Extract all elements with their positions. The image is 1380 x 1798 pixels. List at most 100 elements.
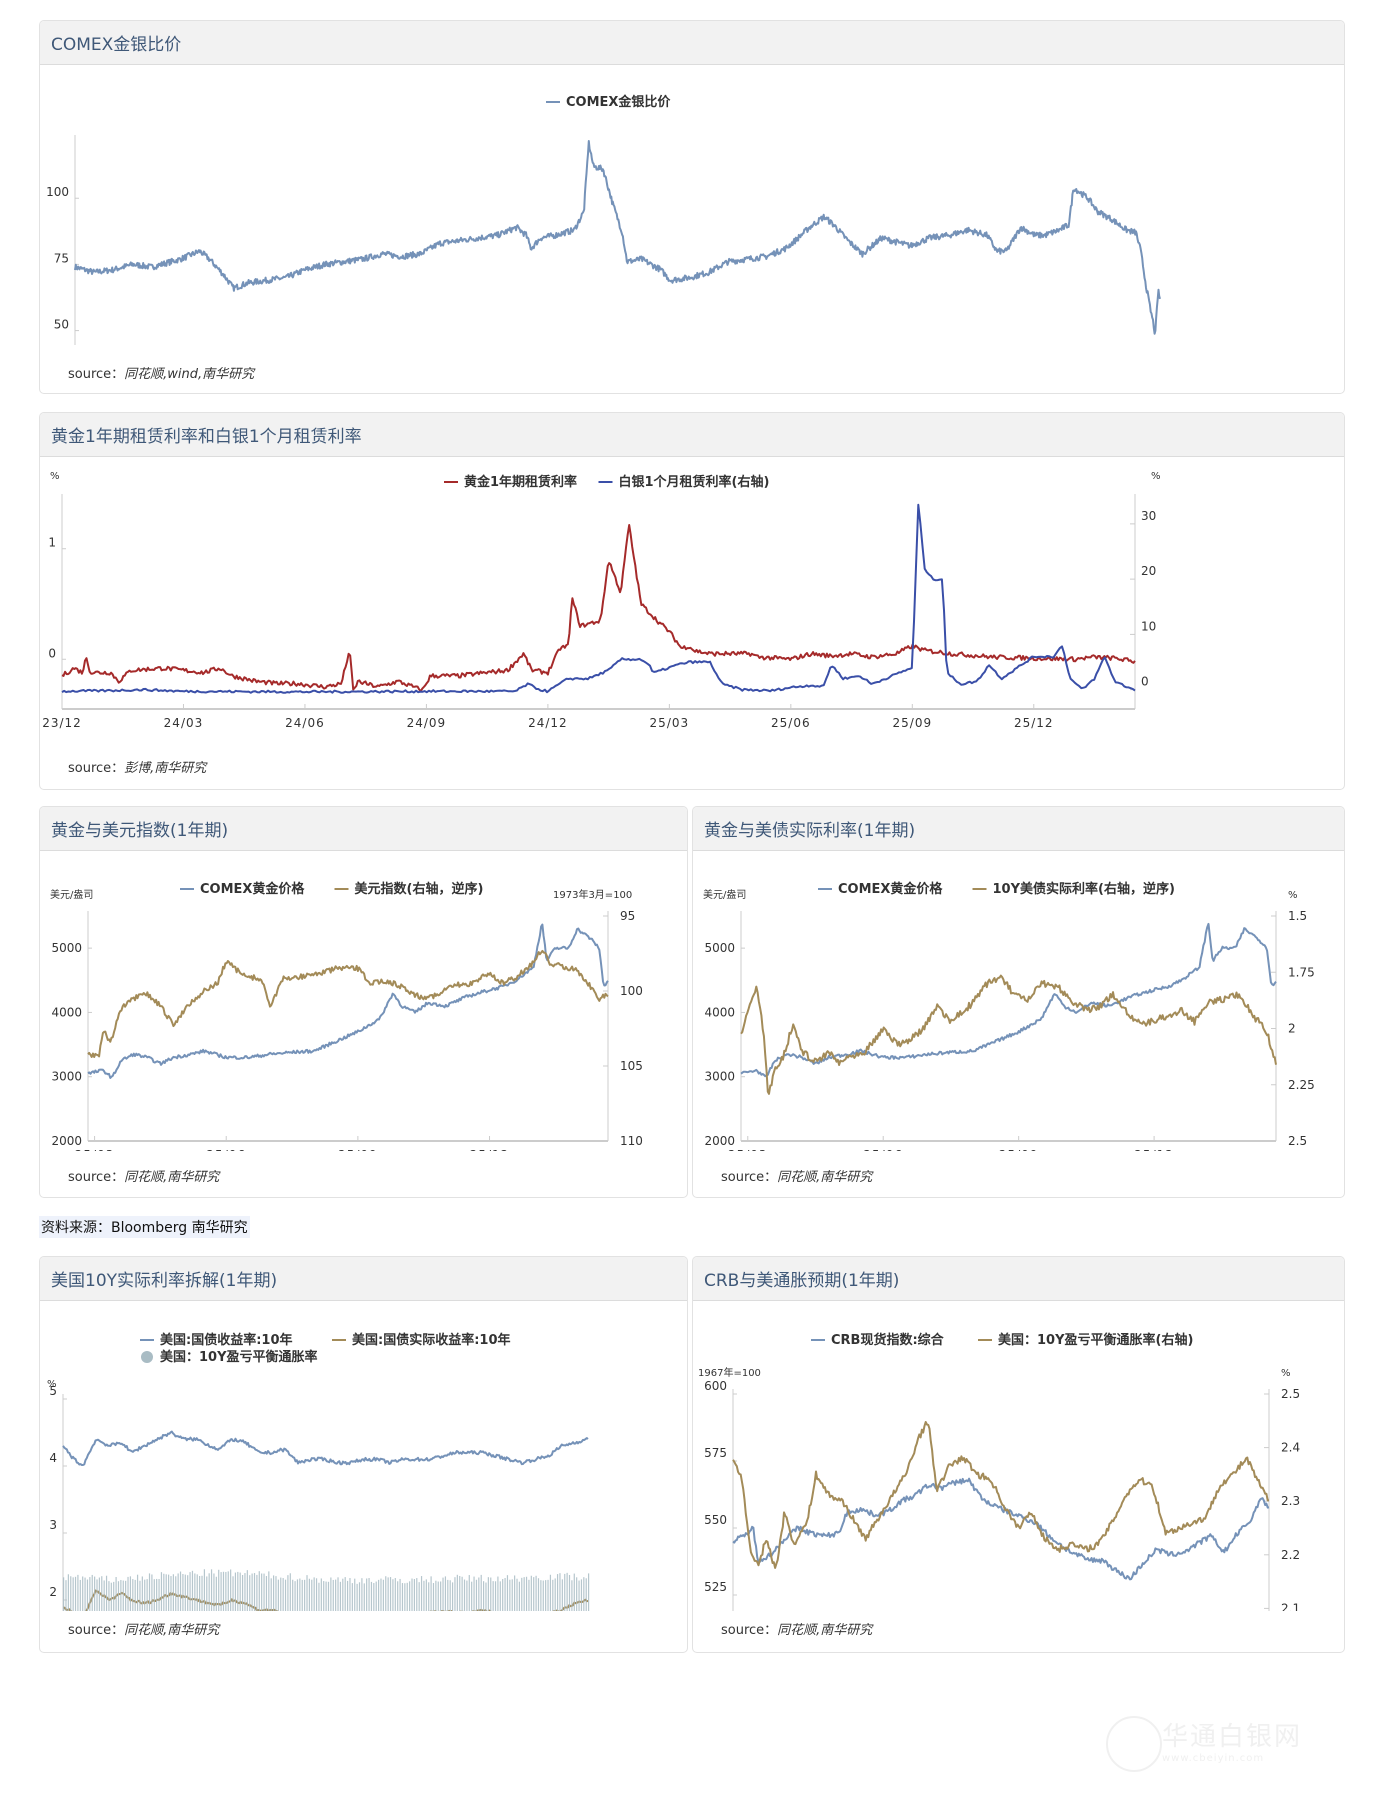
breakeven-bar (399, 1578, 401, 1611)
breakeven-bar (337, 1577, 339, 1611)
legend-label: 10Y美债实际利率(右轴，逆序) (993, 881, 1175, 897)
breakeven-bar (301, 1579, 303, 1611)
panel-title: COMEX金银比价 (51, 35, 182, 55)
breakeven-bar (234, 1572, 237, 1611)
breakeven-bar (268, 1571, 270, 1611)
y-tick-label: 4 (49, 1451, 57, 1465)
breakeven-bar (213, 1573, 215, 1611)
breakeven-bar (65, 1580, 67, 1611)
breakeven-bar (349, 1578, 351, 1611)
breakeven-bar (425, 1579, 427, 1611)
breakeven-bar (108, 1581, 110, 1611)
breakeven-bar (580, 1579, 583, 1611)
breakeven-bar (168, 1574, 170, 1611)
chart-area: 507510015/1216/1217/1218/1219/1220/1221/… (40, 65, 1344, 382)
panel-title: 黄金与美元指数(1年期) (51, 821, 229, 841)
panel-real-rate-breakdown: 美国10Y实际利率拆解(1年期) %1234525/0425/0625/0825… (39, 1256, 688, 1653)
breakeven-bar (401, 1583, 404, 1611)
breakeven-bar (177, 1573, 179, 1611)
breakeven-bar (273, 1575, 275, 1611)
breakeven-bar (466, 1580, 468, 1611)
y-tick-label: 2000 (704, 1134, 735, 1148)
breakeven-bar (549, 1574, 552, 1611)
panel-title: CRB与美通胀预期(1年期) (704, 1271, 900, 1291)
breakeven-bar (454, 1577, 456, 1611)
x-tick-label: 25/03 (650, 716, 690, 730)
breakeven-bar (115, 1576, 117, 1611)
legend-label: 美国：10Y盈亏平衡通胀率(右轴) (998, 1332, 1193, 1348)
breakeven-bar (440, 1581, 442, 1611)
breakeven-bar (528, 1579, 530, 1611)
breakeven-bar (292, 1579, 294, 1611)
series-line-2 (63, 1589, 589, 1611)
breakeven-bar (189, 1572, 191, 1611)
breakeven-bar (77, 1574, 79, 1611)
breakeven-bar (385, 1576, 387, 1611)
y-axis-left-unit: % (47, 1379, 57, 1390)
y-tick-label: 100 (46, 185, 69, 199)
breakeven-bar (511, 1579, 513, 1611)
breakeven-bar (471, 1581, 473, 1611)
breakeven-bar (127, 1576, 129, 1611)
x-tick-label: 25/09 (999, 1148, 1039, 1151)
y-tick-label: 4000 (51, 1005, 82, 1019)
source-value: 同花顺,南华研究 (124, 1623, 220, 1638)
breakeven-bar (160, 1572, 163, 1611)
source-value: 同花顺,南华研究 (777, 1623, 873, 1638)
breakeven-bar (568, 1575, 571, 1611)
breakeven-bar (191, 1570, 194, 1611)
breakeven-bar (311, 1579, 313, 1611)
y-tick-label: 5000 (51, 941, 82, 955)
y-tick-label: 550 (704, 1513, 727, 1527)
series-line-1 (74, 140, 1161, 335)
breakeven-bar (103, 1580, 105, 1611)
breakeven-bar (184, 1574, 186, 1611)
y-right-tick-label: 10 (1141, 619, 1156, 633)
breakeven-bar (330, 1577, 332, 1611)
breakeven-bar (194, 1573, 196, 1611)
breakeven-bar (366, 1578, 368, 1611)
x-tick-label: 25/09 (893, 716, 933, 730)
breakeven-bar (220, 1572, 222, 1611)
source-label: source： (721, 1623, 778, 1638)
source-line: source：同花顺,南华研究 (68, 1166, 219, 1185)
breakeven-bar (478, 1577, 480, 1611)
breakeven-bar (246, 1570, 248, 1611)
panel-gold-vs-dollar: 黄金与美元指数(1年期) 美元/盎司 1973年3月=100 2000 3000 400… (39, 806, 688, 1198)
breakeven-bar (494, 1581, 497, 1611)
breakeven-bar (533, 1577, 535, 1611)
breakeven-bar (323, 1581, 325, 1611)
breakeven-bar (432, 1583, 435, 1611)
x-tick-label: 25/06 (771, 716, 811, 730)
source-label: source： (68, 761, 125, 776)
panel-header: 黄金与美元指数(1年期) (40, 807, 687, 851)
breakeven-bar (514, 1575, 516, 1611)
x-tick-label: 25/12 (1014, 716, 1054, 730)
breakeven-bar (547, 1579, 549, 1611)
breakeven-bar (485, 1582, 487, 1611)
x-tick-label: 24/06 (285, 716, 325, 730)
breakeven-bar (265, 1576, 268, 1611)
breakeven-bar (84, 1577, 86, 1611)
breakeven-bar (358, 1582, 361, 1611)
breakeven-bar (251, 1573, 253, 1611)
breakeven-bar (497, 1576, 499, 1611)
panel-header: 黄金1年期租赁利率和白银1个月租赁利率 (40, 413, 1344, 457)
y-axis-right-unit: % (1151, 471, 1161, 482)
legend-label: COMEX黄金价格 (200, 881, 305, 897)
breakeven-bar (530, 1575, 532, 1611)
breakeven-bar (222, 1571, 225, 1611)
y-axis-right-unit: % (1288, 890, 1298, 901)
watermark-logo-icon (1106, 1716, 1162, 1772)
breakeven-bar (86, 1579, 89, 1611)
breakeven-bar (175, 1576, 177, 1611)
breakeven-bar (244, 1573, 246, 1611)
breakeven-bar (282, 1578, 284, 1611)
y-right-tick-label: 20 (1141, 564, 1156, 578)
y-tick-label: 4000 (704, 1005, 735, 1019)
y-tick-label: 75 (54, 251, 69, 265)
y-right-tick-label: 0 (1141, 675, 1149, 689)
y-tick-label: 600 (704, 1379, 727, 1393)
breakeven-bar (335, 1579, 337, 1611)
breakeven-bar (153, 1579, 155, 1611)
